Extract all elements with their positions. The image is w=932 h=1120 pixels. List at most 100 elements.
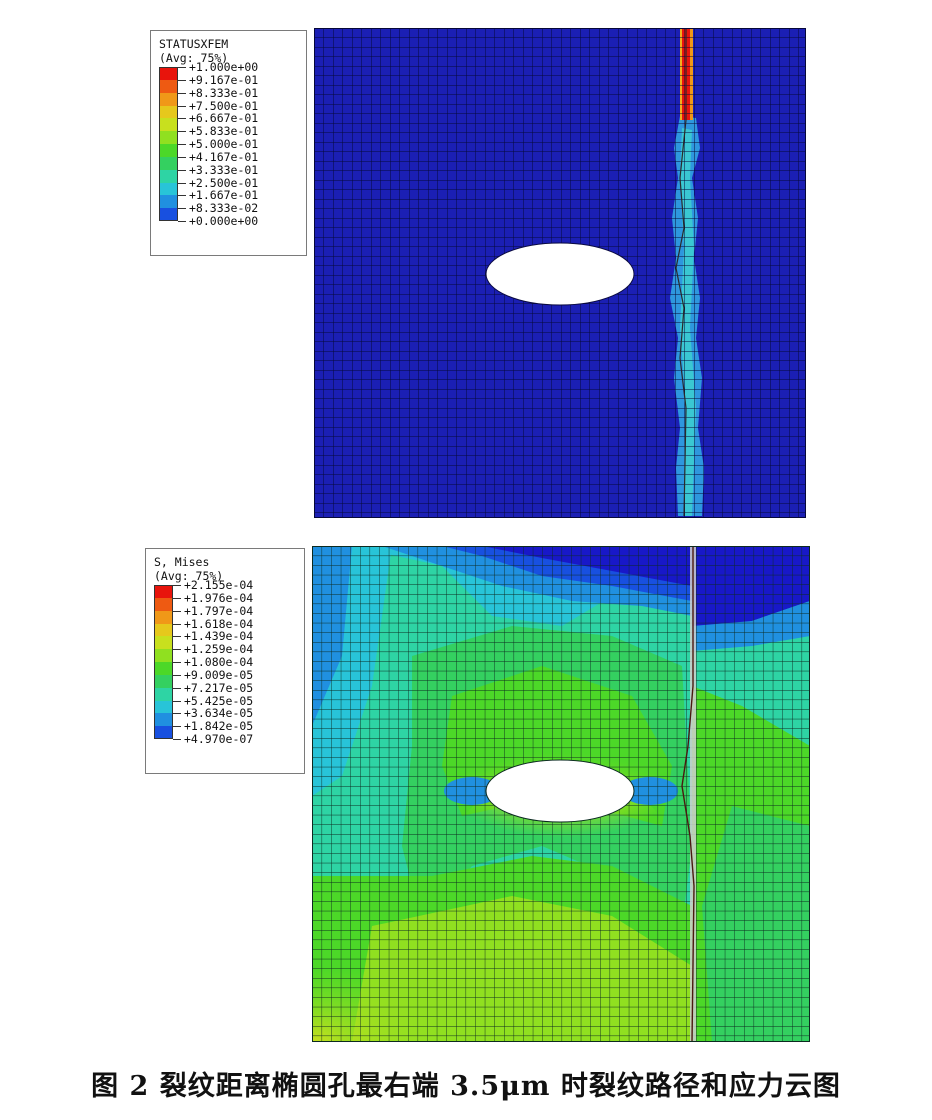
legend-swatch — [154, 636, 173, 650]
legend-value: +1.618e-04 — [184, 616, 254, 631]
legend-swatch — [159, 67, 178, 80]
legend-swatch — [159, 79, 178, 93]
legend-tick — [173, 739, 181, 741]
legend-tick — [178, 169, 186, 171]
legend-tick — [178, 118, 186, 120]
legend-swatch — [159, 182, 178, 196]
legend-tick — [173, 662, 181, 664]
legend-value: +7.500e-01 — [189, 98, 259, 113]
legend-entry: +9.009e-05 — [154, 668, 296, 688]
legend-entry: +8.333e-01 — [159, 86, 298, 106]
legend-tick — [178, 131, 186, 133]
legend-tick — [178, 156, 186, 158]
legend-tick — [178, 195, 186, 197]
legend-entry: +1.000e+00 — [159, 60, 298, 80]
statusxfem-legend: STATUSXFEM (Avg: 75%) +1.000e+00 +9.167e-… — [150, 30, 307, 256]
legend-swatch — [154, 585, 173, 598]
legend-value: +1.797e-04 — [184, 603, 254, 618]
legend-swatch — [154, 713, 173, 727]
legend-swatch — [154, 597, 173, 611]
legend-tick — [178, 67, 186, 68]
elliptical-hole — [485, 759, 635, 823]
legend-entry: +1.080e-04 — [154, 655, 296, 675]
legend-entry: +4.167e-01 — [159, 150, 298, 170]
legend-tick — [173, 649, 181, 651]
legend-swatch — [159, 118, 178, 132]
legend-entry: +1.797e-04 — [154, 604, 296, 624]
legend-entry: +5.425e-05 — [154, 694, 296, 714]
legend-value: +9.167e-01 — [189, 72, 259, 87]
elliptical-hole — [485, 242, 635, 306]
legend-entry: +4.970e-07 — [154, 732, 296, 752]
legend-entry: +1.976e-04 — [154, 591, 296, 611]
legend-entry: +3.333e-01 — [159, 163, 298, 183]
legend-swatch — [154, 662, 173, 675]
legend-entry: +9.167e-01 — [159, 73, 298, 93]
legend-value: +1.842e-05 — [184, 719, 254, 734]
legend-tick — [173, 726, 181, 728]
legend-swatch — [159, 144, 178, 157]
legend-entry: +0.000e+00 — [159, 214, 298, 234]
legend-tick — [173, 636, 181, 638]
legend-value: +6.667e-01 — [189, 111, 259, 126]
legend-scale: +1.000e+00 +9.167e-01 +8.333e-01 +7.500e-01… — [159, 60, 298, 234]
legend-entry: +5.833e-01 — [159, 124, 298, 145]
legend-tick — [178, 208, 186, 210]
legend-entry: +7.500e-01 — [159, 99, 298, 119]
legend-tick — [173, 713, 181, 715]
crack-path-line — [675, 28, 687, 517]
legend-entry: +6.667e-01 — [159, 111, 298, 132]
legend-value: +4.167e-01 — [189, 149, 259, 164]
mises-stress-contour-plot — [312, 546, 810, 1042]
legend-value: +2.155e-04 — [184, 578, 254, 592]
legend-value: +3.634e-05 — [184, 706, 254, 721]
legend-entry: +1.618e-04 — [154, 617, 296, 637]
legend-swatch — [159, 131, 178, 145]
legend-value: +2.500e-01 — [189, 175, 259, 190]
legend-value: +9.009e-05 — [184, 667, 254, 682]
legend-tick — [178, 92, 186, 94]
legend-tick — [173, 700, 181, 702]
legend-averaging: (Avg: 75%) — [154, 569, 224, 583]
legend-swatch — [159, 169, 178, 183]
legend-tick — [173, 585, 181, 586]
legend-tick — [178, 182, 186, 184]
legend-tick — [173, 674, 181, 676]
legend-tick — [178, 221, 186, 223]
legend-value: +5.425e-05 — [184, 693, 254, 708]
legend-entry: +8.333e-02 — [159, 201, 298, 222]
legend-value: +4.970e-07 — [184, 732, 254, 747]
legend-value: +1.976e-04 — [184, 590, 254, 605]
legend-value: +1.080e-04 — [184, 655, 254, 670]
crack-path-line — [681, 546, 695, 1042]
legend-entry: +1.667e-01 — [159, 188, 298, 209]
legend-tick — [178, 144, 186, 146]
legend-entry: +1.439e-04 — [154, 629, 296, 650]
legend-tick — [178, 105, 186, 107]
legend-entry: +1.259e-04 — [154, 642, 296, 663]
legend-averaging: (Avg: 75%) — [159, 51, 229, 65]
legend-value: +5.833e-01 — [189, 124, 259, 139]
legend-swatch — [159, 195, 178, 209]
legend-tick — [173, 623, 181, 625]
legend-title: S, Mises — [154, 555, 210, 569]
legend-swatch — [154, 610, 173, 624]
legend-value: +1.259e-04 — [184, 642, 254, 657]
legend-swatch — [154, 726, 173, 740]
figure-caption: 图 2 裂纹距离椭圆孔最右端 3.5μm 时裂纹路径和应力云图 — [91, 1071, 841, 1102]
legend-scale: +2.155e-04 +1.976e-04 +1.797e-04 +1.618e-04… — [154, 578, 296, 752]
legend-value: +5.000e-01 — [189, 137, 259, 152]
legend-swatch — [159, 105, 178, 119]
legend-value: +1.000e+00 — [189, 60, 259, 74]
legend-swatch — [154, 649, 173, 663]
legend-tick — [178, 79, 186, 81]
legend-swatch — [154, 674, 173, 688]
mises-legend: S, Mises (Avg: 75%) +2.155e-04 +1.976e-04… — [145, 548, 305, 774]
legend-value: +3.333e-01 — [189, 162, 259, 177]
legend-value: +1.439e-04 — [184, 629, 254, 644]
legend-swatch — [154, 687, 173, 701]
legend-tick — [173, 610, 181, 612]
legend-swatch — [154, 623, 173, 637]
legend-entry: +7.217e-05 — [154, 681, 296, 701]
legend-value: +8.333e-01 — [189, 85, 259, 100]
